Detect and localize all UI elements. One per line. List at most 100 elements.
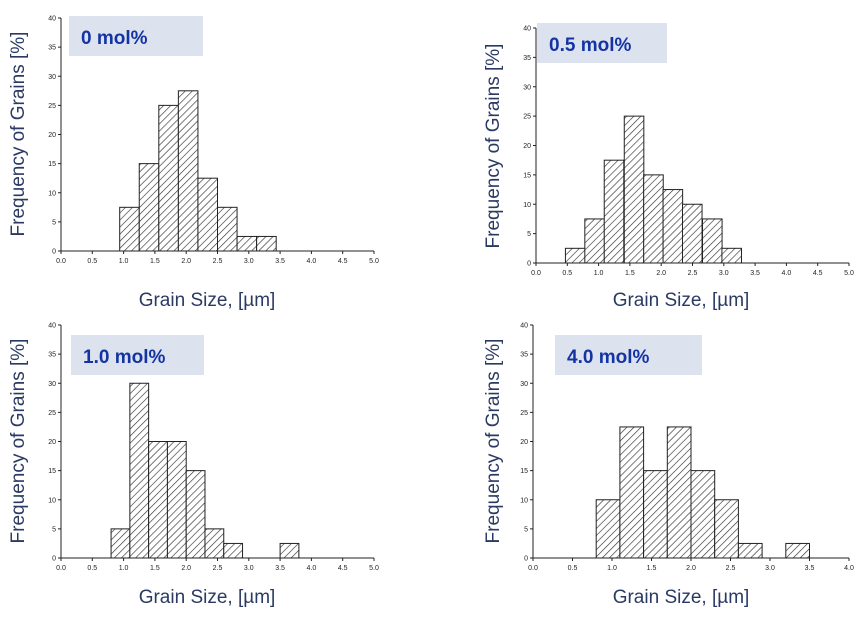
y-tick-label: 25 xyxy=(48,103,56,110)
y-axis-title: Frequency of Grains [%] xyxy=(483,44,504,249)
y-tick-label: 0 xyxy=(52,249,56,256)
histogram-bar xyxy=(643,174,664,264)
histogram-bar xyxy=(595,499,621,559)
y-tick-label: 35 xyxy=(523,55,531,62)
y-tick-label: 0 xyxy=(52,556,56,563)
x-tick-label: 1.5 xyxy=(150,565,160,572)
x-tick-label: 3.0 xyxy=(719,270,729,277)
histogram-bar xyxy=(185,470,206,559)
histogram-bar xyxy=(279,542,300,559)
x-tick-label: 4.5 xyxy=(813,270,823,277)
y-tick-label: 10 xyxy=(523,202,531,209)
x-tick-label: 2.5 xyxy=(688,270,698,277)
x-tick-label: 4.0 xyxy=(844,565,854,572)
histogram-bar xyxy=(110,528,131,559)
y-tick-label: 15 xyxy=(48,468,56,475)
histogram-bar xyxy=(690,470,716,559)
y-tick-label: 0 xyxy=(527,261,531,268)
histogram-bar xyxy=(737,542,763,559)
concentration-tag-box xyxy=(555,335,702,375)
y-axis-title: Frequency of Grains [%] xyxy=(8,339,29,544)
x-tick-label: 2.0 xyxy=(686,565,696,572)
histogram-panel: 0.0 0.5 1.0 1.5 2.0 2.5 3.0 3.5 4.0 4.5 5.0 0 5 10 15 2… xyxy=(483,23,854,311)
x-tick-label: 2.5 xyxy=(726,565,736,572)
histogram-panel: 0.0 0.5 1.0 1.5 2.0 2.5 3.0 3.5 4.0 4.5 5.0 0 5 10 15 2… xyxy=(8,323,379,609)
x-tick-label: 1.5 xyxy=(647,565,657,572)
histogram-bar xyxy=(217,206,238,252)
x-tick-label: 5.0 xyxy=(369,258,379,265)
y-tick-label: 35 xyxy=(48,45,56,52)
histogram-bar xyxy=(223,542,244,559)
y-tick-label: 5 xyxy=(52,219,56,226)
y-tick-label: 15 xyxy=(48,161,56,168)
x-tick-label: 0.5 xyxy=(562,270,572,277)
y-axis-title: Frequency of Grains [%] xyxy=(483,339,504,544)
x-tick-label: 2.5 xyxy=(213,258,223,265)
y-tick-label: 30 xyxy=(48,381,56,388)
x-tick-label: 4.5 xyxy=(338,565,348,572)
x-tick-label: 0.5 xyxy=(87,258,97,265)
x-axis-title: Grain Size, [µm] xyxy=(613,587,750,608)
histogram-bar xyxy=(158,104,179,252)
histogram-bar xyxy=(204,528,225,559)
histogram-bar xyxy=(721,247,742,264)
x-tick-label: 3.5 xyxy=(805,565,815,572)
y-tick-label: 20 xyxy=(48,132,56,139)
y-tick-label: 40 xyxy=(523,26,531,33)
histogram-bar xyxy=(714,499,739,559)
concentration-tag: 0 mol% xyxy=(81,28,148,49)
x-tick-label: 1.0 xyxy=(594,270,604,277)
y-tick-label: 30 xyxy=(48,74,56,81)
x-axis-title: Grain Size, [µm] xyxy=(139,587,276,608)
x-tick-label: 4.0 xyxy=(307,565,317,572)
x-tick-label: 3.0 xyxy=(244,565,254,572)
x-tick-label: 4.0 xyxy=(307,258,317,265)
x-tick-label: 3.5 xyxy=(750,270,760,277)
y-tick-label: 5 xyxy=(527,231,531,238)
concentration-tag: 1.0 mol% xyxy=(83,347,165,368)
histogram-bar xyxy=(584,218,605,264)
histogram-bar xyxy=(643,470,668,559)
concentration-tag-box xyxy=(537,23,667,63)
histogram-panel: 0.0 0.5 1.0 1.5 2.0 2.5 3.0 3.5 4.0 0 5 10 15 20 25 30 3… xyxy=(483,323,854,609)
histogram-bar xyxy=(666,426,692,559)
histogram-bar xyxy=(702,218,723,264)
histogram-bar xyxy=(256,235,277,252)
histogram-panel: 0.0 0.5 1.0 1.5 2.0 2.5 3.0 3.5 4.0 4.5 5.0 0 5 10 15 2… xyxy=(8,16,379,312)
x-tick-label: 1.5 xyxy=(625,270,635,277)
y-tick-label: 35 xyxy=(48,352,56,359)
y-tick-label: 15 xyxy=(523,172,531,179)
x-tick-label: 3.5 xyxy=(275,565,285,572)
x-axis-title: Grain Size, [µm] xyxy=(139,290,276,311)
histogram-bar xyxy=(623,115,645,264)
concentration-tag: 4.0 mol% xyxy=(567,347,649,368)
histogram-bar xyxy=(681,203,703,264)
histogram-bar xyxy=(662,189,684,264)
x-tick-label: 5.0 xyxy=(844,270,854,277)
histogram-bar xyxy=(177,90,199,252)
x-tick-label: 0.0 xyxy=(528,565,538,572)
y-tick-label: 25 xyxy=(520,410,528,417)
concentration-tag-box xyxy=(71,335,204,375)
x-tick-label: 0.0 xyxy=(531,270,541,277)
y-tick-label: 10 xyxy=(520,497,528,504)
y-tick-label: 30 xyxy=(520,381,528,388)
x-axis-title: Grain Size, [µm] xyxy=(613,290,750,311)
x-tick-label: 0.0 xyxy=(56,565,66,572)
x-tick-label: 1.5 xyxy=(150,258,160,265)
x-tick-label: 1.0 xyxy=(119,565,129,572)
y-tick-label: 5 xyxy=(524,526,528,533)
histogram-bar xyxy=(119,206,140,252)
x-tick-label: 3.5 xyxy=(275,258,285,265)
y-tick-label: 20 xyxy=(48,439,56,446)
y-tick-label: 15 xyxy=(520,468,528,475)
histogram-bar xyxy=(236,235,258,252)
histogram-bar xyxy=(148,441,168,559)
y-axis-title: Frequency of Grains [%] xyxy=(8,32,29,237)
y-tick-label: 20 xyxy=(523,143,531,150)
y-tick-label: 40 xyxy=(520,323,528,330)
x-tick-label: 2.5 xyxy=(213,565,223,572)
x-tick-label: 3.0 xyxy=(244,258,254,265)
